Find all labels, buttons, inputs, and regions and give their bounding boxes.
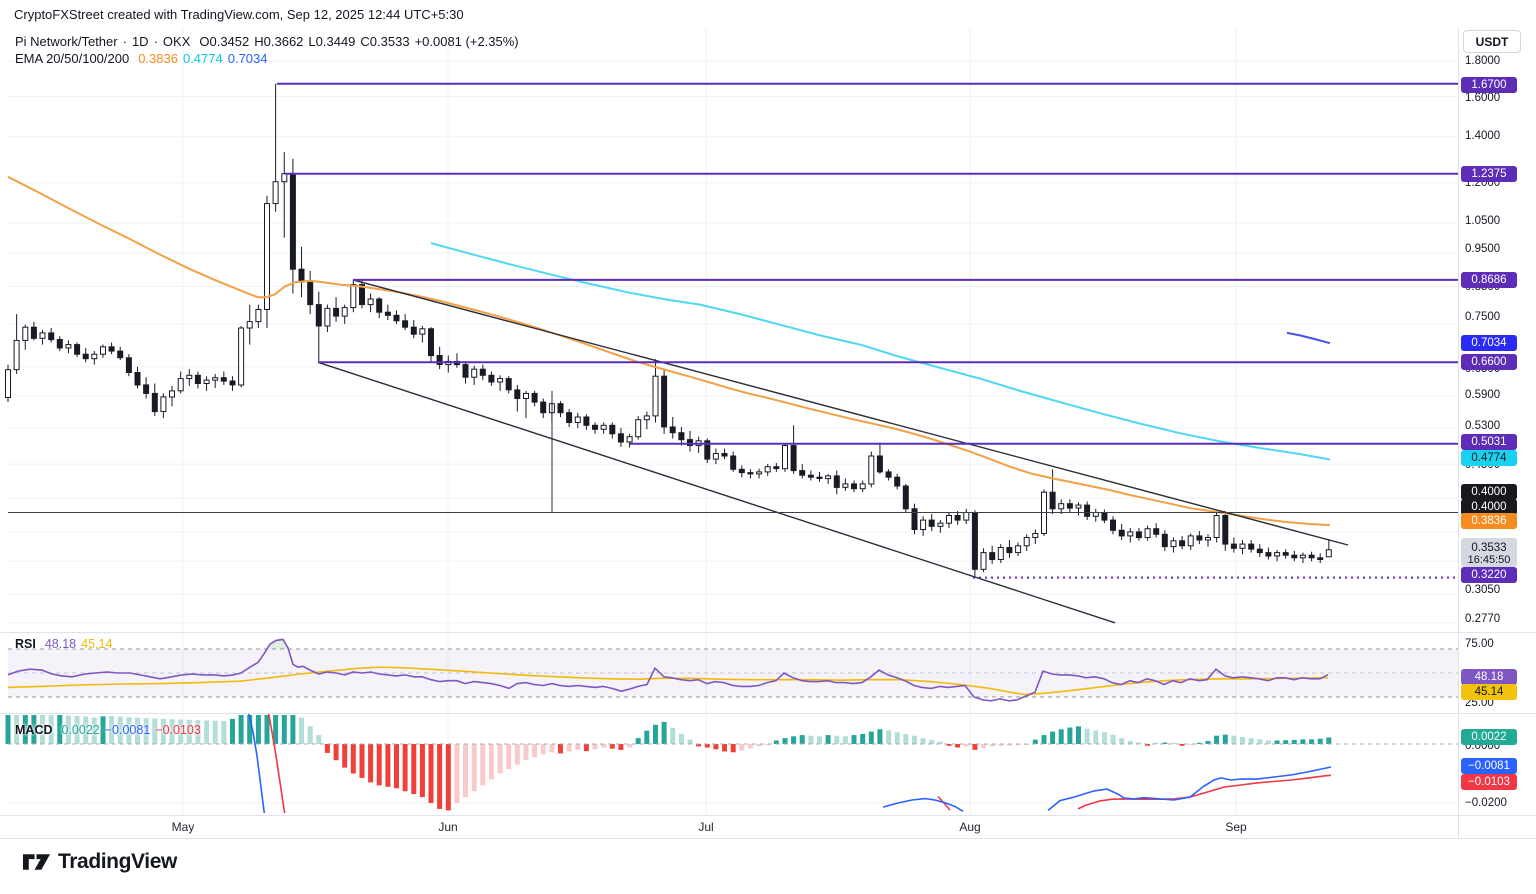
ohlc-high: H0.3662 [254, 34, 304, 49]
time-axis-label-Aug: Aug [959, 820, 981, 834]
ohlc-open: O0.3452 [199, 34, 250, 49]
macd-line [1047, 766, 1332, 812]
axis-price-badge-1.6700: 1.6700 [1461, 76, 1517, 93]
time-axis-label-May: May [171, 820, 195, 834]
descending-trendline[interactable] [317, 361, 1116, 624]
axis-price-badge-0.8686: 0.8686 [1461, 271, 1517, 288]
axis-price-badge-0.3220: 0.3220 [1461, 566, 1517, 583]
axis-price-badge-45.14: 45.14 [1461, 683, 1517, 700]
rsi-legend-label[interactable]: RSI [15, 637, 36, 651]
axis-price-badge-48.18: 48.18 [1461, 668, 1517, 685]
exchange-label: OKX [162, 34, 191, 49]
axis-price-badge-0.0022: 0.0022 [1461, 728, 1517, 745]
axis-price-badge-0.7034: 0.7034 [1461, 334, 1517, 351]
ema-200-line [1286, 331, 1331, 345]
macd-legend: MACD 0.0022 −0.0081 −0.0103 [15, 723, 206, 737]
symbol-title[interactable]: Pi Network/Tether [15, 34, 118, 49]
candlestick-series [5, 83, 1332, 578]
axis-tick-0.2770: 0.2770 [1465, 613, 1501, 625]
macd-line [882, 797, 964, 812]
tradingview-logo[interactable]: TradingView [22, 850, 177, 874]
axis-tick-75.00: 75.00 [1465, 638, 1494, 650]
macd-line-value: −0.0081 [104, 723, 151, 737]
axis-price-badge-0.4000: 0.4000 [1461, 498, 1517, 515]
tradingview-logo-icon [22, 854, 51, 870]
axis-tick-0.7500: 0.7500 [1465, 311, 1501, 323]
axis-tick-0.3050: 0.3050 [1465, 584, 1501, 596]
ohlc-change: +0.0081 (+2.35%) [414, 34, 519, 49]
ema-legend: EMA 20/50/100/200 0.3836 0.4774 0.7034 [15, 51, 273, 66]
rsi-ma-value: 45.14 [81, 637, 113, 651]
ema-20-line [7, 175, 1331, 527]
ema200-value: 0.7034 [227, 51, 268, 66]
axis-price-badge-0.3836: 0.3836 [1461, 512, 1517, 529]
credit-line: CryptoFXStreet created with TradingView.… [14, 7, 464, 22]
macd-signal-line [1077, 774, 1332, 810]
time-axis-label-Sep: Sep [1225, 820, 1247, 834]
axis-price-badge-1.2375: 1.2375 [1461, 165, 1517, 182]
timeframe-label[interactable]: 1D [131, 34, 149, 49]
descending-trendline[interactable] [352, 279, 1349, 546]
rsi-line [7, 638, 1329, 702]
ema-50-line [430, 242, 1331, 461]
rsi-value: 48.18 [44, 637, 77, 651]
axis-tick-−0.0200: −0.0200 [1465, 797, 1507, 809]
axis-price-badge-0.4774: 0.4774 [1461, 449, 1517, 466]
rsi-ma-line [7, 666, 1329, 696]
axis-tick-25.00: 25.00 [1465, 697, 1494, 709]
symbol-legend: Pi Network/Tether · 1D · OKX O0.3452 H0.3662 L0… [15, 34, 524, 49]
axis-price-badge-0.3533: 0.3533 16:45:50 [1461, 537, 1517, 567]
axis-price-badge-0.5031: 0.5031 [1461, 433, 1517, 450]
ema50-value: 0.4774 [182, 51, 223, 66]
ema-legend-label[interactable]: EMA 20/50/100/200 [15, 51, 130, 66]
macd-histogram-value: 0.0022 [61, 723, 100, 737]
axis-price-badge-0.4000: 0.4000 [1461, 483, 1517, 500]
time-axis-label-Jul: Jul [698, 820, 714, 834]
macd-signal-line [267, 714, 286, 813]
macd-signal-value: −0.0103 [155, 723, 201, 737]
macd-legend-label[interactable]: MACD [15, 723, 53, 737]
axis-tick-1.8000: 1.8000 [1465, 55, 1501, 67]
time-axis-label-Jun: Jun [438, 820, 458, 834]
axis-tick-0.9500: 0.9500 [1465, 243, 1501, 255]
axis-tick-1.4000: 1.4000 [1465, 130, 1501, 142]
ohlc-close: C0.3533 [360, 34, 410, 49]
legend-separator-2: · [153, 34, 158, 49]
rsi-legend: RSI 48.18 45.14 [15, 637, 117, 651]
axis-price-badge-0.6600: 0.6600 [1461, 353, 1517, 370]
currency-toggle-button[interactable]: USDT [1463, 30, 1521, 53]
axis-tick-0.5900: 0.5900 [1465, 389, 1501, 401]
ohlc-low: L0.3449 [308, 34, 356, 49]
axis-price-badge-−0.0081: −0.0081 [1461, 757, 1517, 774]
axis-tick-1.0500: 1.0500 [1465, 215, 1501, 227]
macd-line [248, 714, 266, 813]
rsi-overbought-fill [267, 639, 289, 649]
axis-price-badge-−0.0103: −0.0103 [1461, 773, 1517, 790]
ema20-value: 0.3836 [138, 51, 178, 66]
axis-tick-0.5300: 0.5300 [1465, 420, 1501, 432]
tradingview-logo-text: TradingView [58, 850, 177, 873]
legend-separator-1: · [122, 34, 127, 49]
macd-histogram [5, 715, 1332, 811]
axis-tick-1.6000: 1.6000 [1465, 92, 1501, 104]
